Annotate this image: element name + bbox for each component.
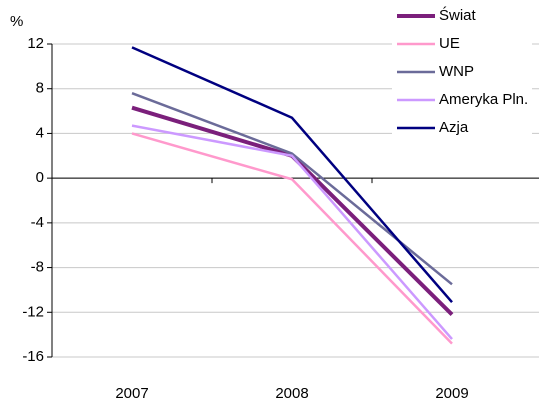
legend-label: Azja — [439, 119, 469, 136]
legend-label: Ameryka Pln. — [439, 91, 528, 108]
legend-label: WNP — [439, 63, 474, 80]
y-tick-label: 8 — [36, 80, 44, 97]
y-tick-label: -4 — [31, 214, 44, 231]
legend-label: UE — [439, 35, 460, 52]
y-axis-label: % — [10, 13, 23, 30]
series-line — [131, 132, 453, 345]
y-tick-label: 0 — [36, 169, 44, 186]
y-tick-label: -16 — [22, 348, 44, 365]
y-tick-label: 4 — [36, 124, 44, 141]
series-line — [131, 46, 453, 304]
x-tick-label: 2009 — [435, 385, 468, 402]
legend-label: Świat — [439, 6, 477, 24]
y-tick-label: -12 — [22, 303, 44, 320]
x-tick-label: 2008 — [275, 385, 308, 402]
series-line — [131, 124, 453, 340]
y-tick-label: 12 — [27, 35, 44, 52]
y-tick-label: -8 — [31, 259, 44, 276]
x-tick-label: 2007 — [115, 385, 148, 402]
